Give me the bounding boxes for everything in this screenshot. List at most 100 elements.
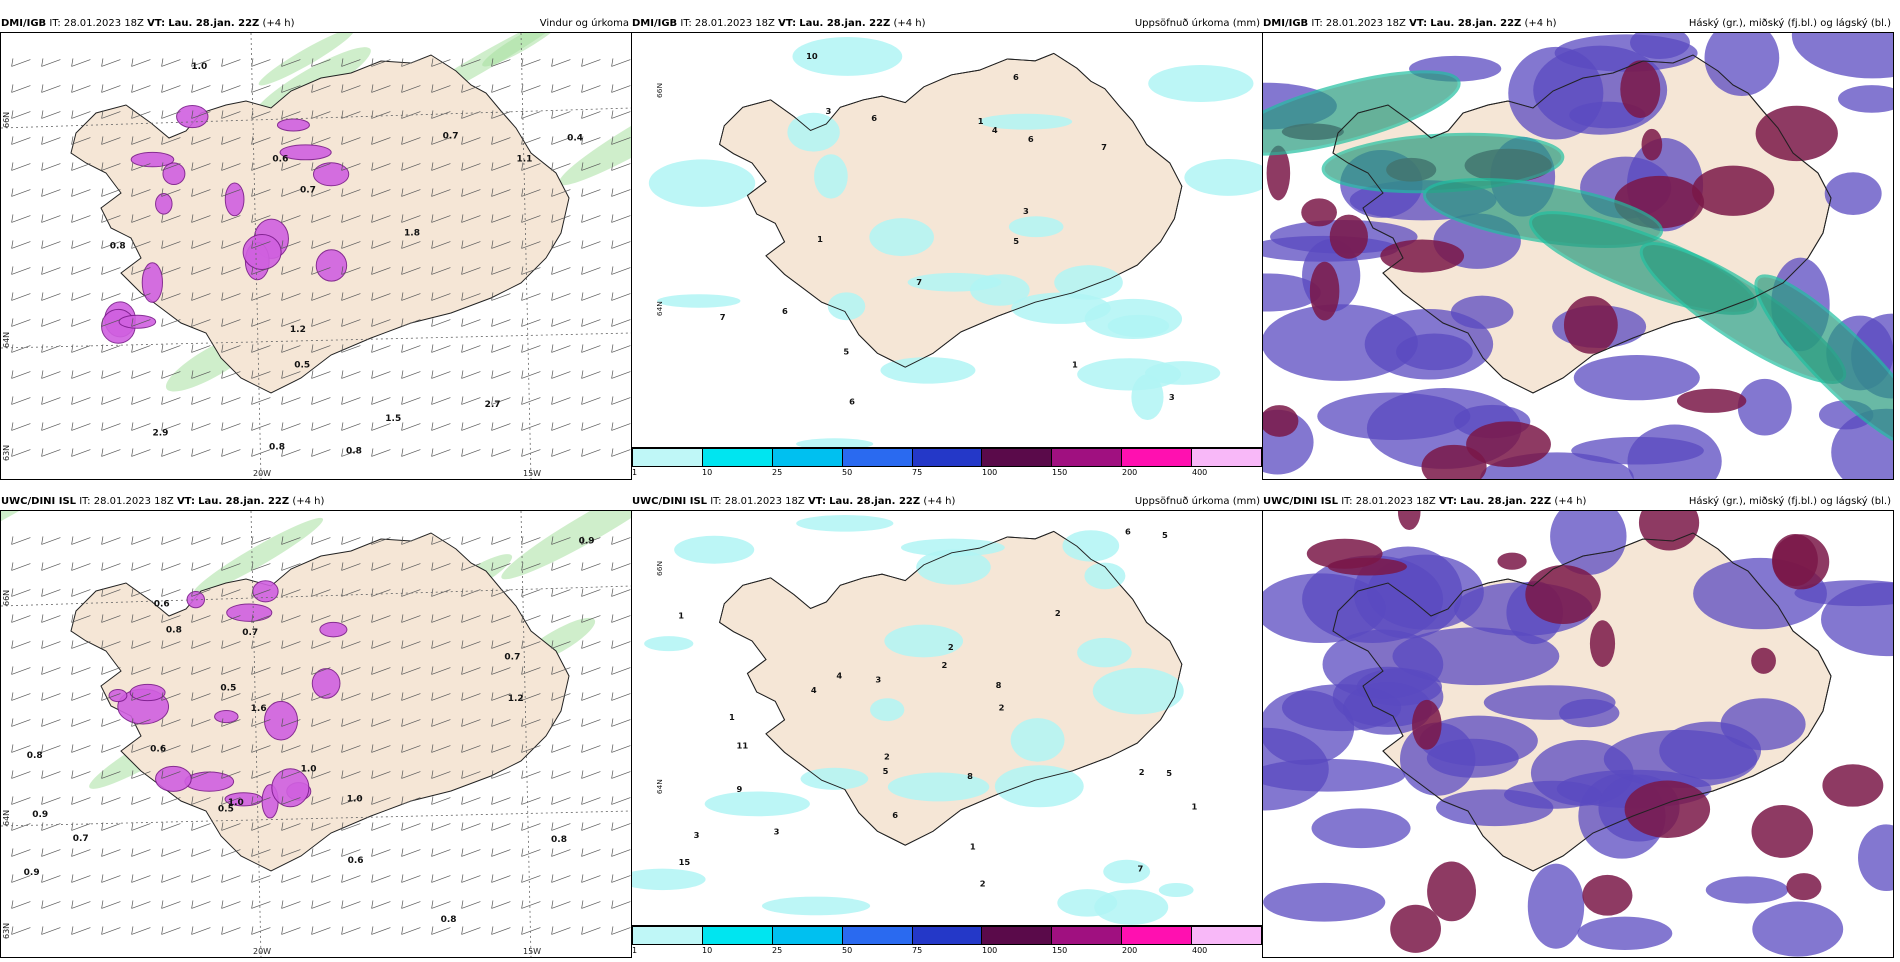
wind-barb	[491, 448, 511, 457]
colorbar-segment	[702, 927, 773, 944]
wind-barb	[251, 926, 271, 935]
colorbar-tick: 50	[842, 946, 853, 955]
wind-barb	[491, 666, 511, 675]
wind-barb	[221, 666, 241, 675]
map-panel-6: UWC/DINI ISL IT: 28.01.2023 18Z VT: Lau.…	[1262, 494, 1894, 962]
wind-barb	[311, 370, 331, 379]
wind-barb	[431, 770, 451, 779]
wind-barb	[311, 536, 331, 545]
wind-barb	[221, 848, 241, 857]
model-source: DMI/IGB	[632, 18, 678, 29]
precip-area	[648, 159, 756, 207]
precip-value: 5	[883, 766, 889, 776]
wind-barb	[311, 188, 331, 197]
wind-barb	[101, 318, 121, 327]
precip-value: 3	[1023, 206, 1029, 216]
wind-barb	[161, 848, 181, 857]
wind-barb	[341, 344, 361, 353]
wind-barb	[11, 448, 31, 457]
wind-barb	[371, 136, 391, 145]
low-cloud	[1755, 105, 1838, 162]
valid-time-label: VT:	[778, 18, 797, 29]
wind-barb	[41, 84, 61, 93]
wind-barb	[461, 926, 481, 935]
wind-barb	[551, 266, 571, 275]
precip-value: 5	[1166, 768, 1172, 778]
wind-barb	[581, 240, 601, 249]
precip-value: 6	[849, 396, 855, 406]
wind-barb	[491, 240, 511, 249]
wind-barb	[161, 822, 181, 831]
wind-barb	[491, 614, 511, 623]
wind-barb	[521, 214, 541, 223]
low-cloud	[1329, 214, 1368, 259]
wind-barb	[71, 110, 91, 119]
wind-barb	[521, 718, 541, 727]
wind-barb	[161, 562, 181, 571]
colorbar-tick: 150	[1052, 468, 1068, 477]
wind-barb	[311, 448, 331, 457]
wind-barb	[611, 214, 631, 223]
wind-barb	[281, 874, 301, 883]
wind-barb	[161, 900, 181, 909]
wind-barb	[431, 318, 451, 327]
wind-barb	[521, 926, 541, 935]
wind-barb	[551, 796, 571, 805]
lead-time: (+4 h)	[1554, 496, 1587, 507]
wind-barb	[611, 536, 631, 545]
low-cloud	[1589, 620, 1616, 667]
colorbar	[632, 448, 1262, 467]
init-time: IT: 28.01.2023 18Z	[1311, 18, 1406, 29]
model-source: UWC/DINI ISL	[1, 496, 77, 507]
low-cloud	[1563, 296, 1618, 354]
panel-title: Háský (gr.), miðský (fj.bl.) og lágský (…	[1688, 18, 1891, 29]
wind-barb	[191, 822, 211, 831]
wind-barb	[461, 162, 481, 171]
low-cloud	[1327, 557, 1407, 576]
wind-barb	[401, 318, 421, 327]
wind-barb	[551, 718, 571, 727]
wind-barb	[131, 614, 151, 623]
wind-barb	[251, 692, 271, 701]
wind-barb	[341, 136, 361, 145]
wind-barb	[341, 796, 361, 805]
wind-barb	[41, 422, 61, 431]
precip-value: 8	[967, 771, 973, 781]
wind-barb	[131, 84, 151, 93]
wind-barb	[341, 292, 361, 301]
wind-barb	[191, 692, 211, 701]
wind-barb	[131, 744, 151, 753]
wind-barb	[581, 926, 601, 935]
wind-barb	[101, 396, 121, 405]
wind-barb	[71, 640, 91, 649]
precip-value: 0.8	[27, 751, 43, 761]
wind-barb	[101, 770, 121, 779]
precip-cell	[118, 314, 157, 329]
wind-barb	[581, 188, 601, 197]
wind-barb	[11, 136, 31, 145]
precip-value: 2	[1055, 608, 1061, 618]
precip-swath	[258, 33, 355, 86]
wind-barb	[371, 770, 391, 779]
colorbar-tick: 200	[1122, 946, 1138, 955]
wind-barb	[521, 266, 541, 275]
wind-barb	[41, 926, 61, 935]
wind-barb	[11, 692, 31, 701]
wind-barb	[461, 422, 481, 431]
wind-barb	[611, 396, 631, 405]
wind-barb	[611, 822, 631, 831]
wind-barb	[371, 58, 391, 67]
wind-barb	[311, 292, 331, 301]
wind-barb	[131, 588, 151, 597]
wind-barb	[431, 614, 451, 623]
wind-barb	[461, 562, 481, 571]
wind-barb	[101, 614, 121, 623]
wind-barb	[41, 588, 61, 597]
wind-barb	[311, 926, 331, 935]
wind-barb	[581, 614, 601, 623]
low-cloud	[1692, 165, 1775, 216]
lead-time: (+4 h)	[292, 496, 325, 507]
precip-value: 4	[811, 685, 817, 695]
wind-barb	[11, 214, 31, 223]
wind-barb	[371, 396, 391, 405]
